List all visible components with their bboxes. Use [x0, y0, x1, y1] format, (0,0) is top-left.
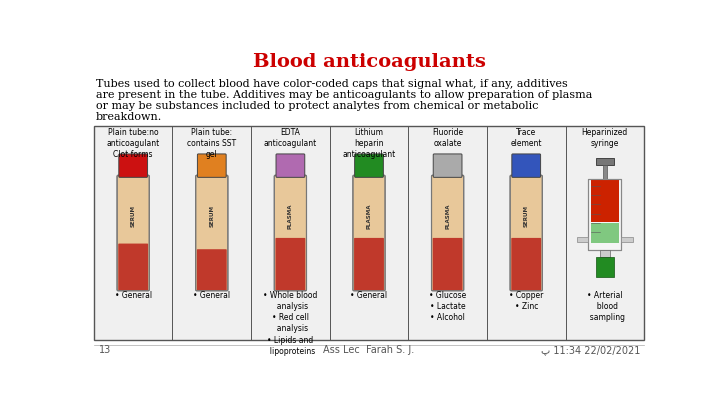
Text: SERUM: SERUM: [210, 205, 215, 227]
Text: are present in the tube. Additives may be anticoagulants to allow preparation of: are present in the tube. Additives may b…: [96, 90, 593, 100]
Text: • Whole blood
  analysis
• Red cell
  analysis
• Lipids and
  lipoproteins: • Whole blood analysis • Red cell analys…: [264, 291, 318, 356]
FancyBboxPatch shape: [196, 175, 228, 291]
Text: • General: • General: [351, 291, 387, 300]
Text: • Arterial
  blood
  sampling: • Arterial blood sampling: [585, 291, 625, 322]
FancyBboxPatch shape: [197, 154, 226, 177]
FancyBboxPatch shape: [197, 249, 227, 290]
Text: Fluoride
oxalate: Fluoride oxalate: [432, 128, 463, 148]
Text: PLASMA: PLASMA: [288, 203, 293, 229]
Text: 13: 13: [99, 345, 112, 356]
Polygon shape: [600, 250, 610, 257]
Text: • Copper
• Zinc: • Copper • Zinc: [509, 291, 544, 311]
FancyBboxPatch shape: [603, 165, 607, 179]
FancyBboxPatch shape: [431, 175, 464, 291]
FancyBboxPatch shape: [595, 158, 614, 165]
FancyBboxPatch shape: [276, 154, 305, 177]
FancyBboxPatch shape: [94, 126, 644, 340]
Text: Heparinized
syringe: Heparinized syringe: [582, 128, 628, 148]
Text: Ass Lec  Farah S. J.: Ass Lec Farah S. J.: [323, 345, 415, 356]
FancyBboxPatch shape: [354, 238, 384, 290]
Text: Blood anticoagulants: Blood anticoagulants: [253, 53, 485, 71]
FancyBboxPatch shape: [355, 154, 383, 177]
FancyBboxPatch shape: [591, 179, 618, 222]
FancyBboxPatch shape: [118, 243, 148, 290]
FancyBboxPatch shape: [595, 257, 614, 277]
Text: Trace
element: Trace element: [510, 128, 542, 148]
Text: SERUM: SERUM: [130, 205, 135, 227]
Text: Lithium
heparin
anticoagulant: Lithium heparin anticoagulant: [343, 128, 395, 159]
Text: Tubes used to collect blood have color-coded caps that signal what, if any, addi: Tubes used to collect blood have color-c…: [96, 79, 568, 90]
Text: PLASMA: PLASMA: [445, 203, 450, 229]
FancyBboxPatch shape: [274, 175, 307, 291]
Text: Plain tube:
contains SST
gel: Plain tube: contains SST gel: [187, 128, 236, 159]
Text: or may be substances included to protect analytes from chemical or metabolic: or may be substances included to protect…: [96, 101, 539, 111]
FancyBboxPatch shape: [510, 175, 542, 291]
Text: • Glucose
• Lactate
• Alcohol: • Glucose • Lactate • Alcohol: [429, 291, 467, 322]
FancyBboxPatch shape: [511, 238, 541, 290]
FancyBboxPatch shape: [353, 175, 385, 291]
Text: SERUM: SERUM: [523, 205, 528, 227]
Text: Plain tube:no
anticoagulant
Clot forms: Plain tube:no anticoagulant Clot forms: [107, 128, 160, 159]
Text: • General: • General: [193, 291, 230, 300]
FancyBboxPatch shape: [119, 154, 148, 177]
Text: breakdown.: breakdown.: [96, 112, 163, 122]
FancyBboxPatch shape: [433, 238, 462, 290]
FancyBboxPatch shape: [621, 237, 633, 242]
FancyBboxPatch shape: [276, 238, 305, 290]
Text: پ 11:34 22/02/2021: پ 11:34 22/02/2021: [541, 345, 640, 356]
Text: • General: • General: [114, 291, 152, 300]
FancyBboxPatch shape: [117, 175, 149, 291]
FancyBboxPatch shape: [512, 154, 541, 177]
FancyBboxPatch shape: [591, 223, 618, 243]
FancyBboxPatch shape: [433, 154, 462, 177]
Text: PLASMA: PLASMA: [366, 203, 372, 229]
FancyBboxPatch shape: [588, 179, 621, 250]
FancyBboxPatch shape: [577, 237, 588, 242]
Text: EDTA
anticoagulant: EDTA anticoagulant: [264, 128, 317, 148]
